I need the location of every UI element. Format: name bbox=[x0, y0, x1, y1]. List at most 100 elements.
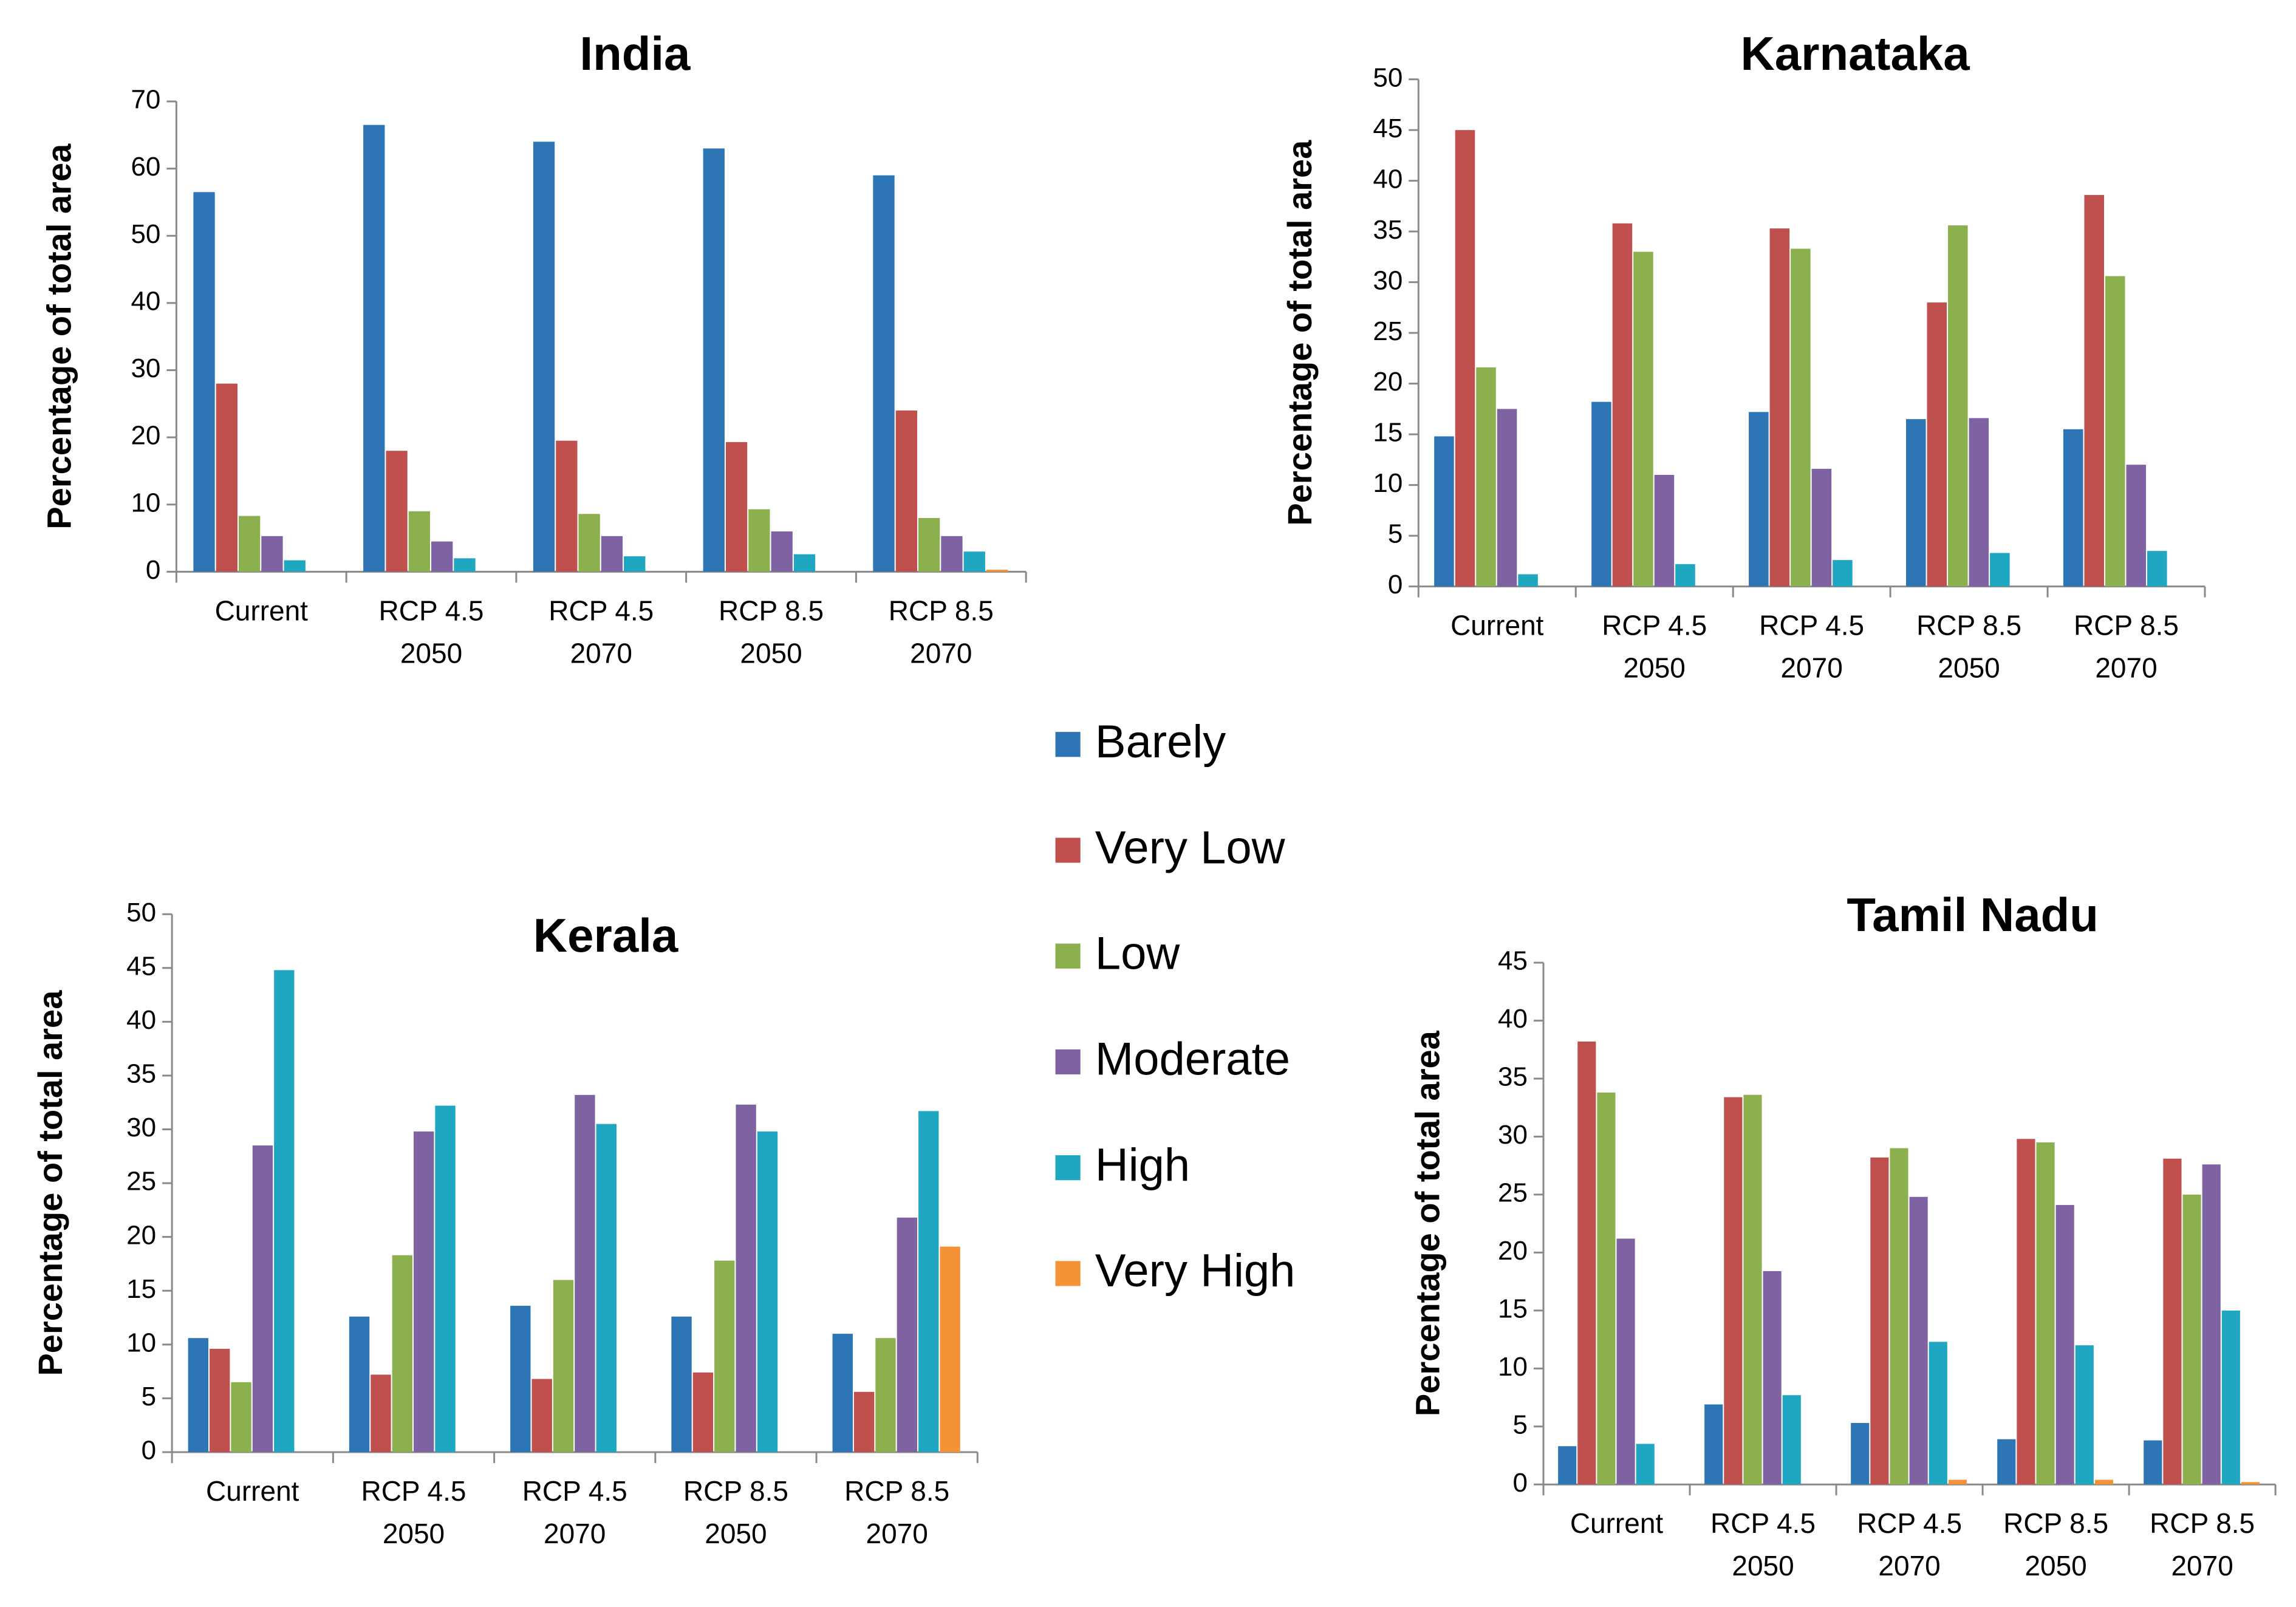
karnataka-bar-low bbox=[2105, 276, 2125, 587]
india-bar-very-low bbox=[725, 442, 748, 572]
tamil-nadu-bar-high bbox=[2075, 1345, 2094, 1485]
kerala-y-tick-label: 10 bbox=[126, 1328, 156, 1357]
india-bar-low bbox=[578, 514, 600, 572]
india-bar-barely bbox=[703, 148, 725, 572]
india-bar-high bbox=[793, 554, 816, 572]
tamil-nadu-bar-moderate bbox=[2202, 1164, 2221, 1485]
tamil-nadu-y-tick-label: 20 bbox=[1498, 1236, 1528, 1266]
karnataka-bar-low bbox=[1633, 251, 1653, 587]
tamil-nadu-bar-barely bbox=[1704, 1404, 1723, 1485]
karnataka-bar-moderate bbox=[1811, 468, 1832, 587]
tamil-nadu-x-tick-label: Current bbox=[1570, 1507, 1664, 1539]
tamil-nadu-bar-low bbox=[1890, 1148, 1908, 1485]
tamil-nadu-y-tick-label: 45 bbox=[1498, 946, 1528, 976]
legend-label: High bbox=[1095, 1139, 1190, 1191]
tamil-nadu-bar-very-high bbox=[1948, 1479, 1967, 1485]
kerala-bar-barely bbox=[349, 1316, 370, 1452]
kerala-y-axis-label: Percentage of total area bbox=[31, 990, 69, 1376]
tamil-nadu-y-tick-label: 40 bbox=[1498, 1004, 1528, 1034]
india-y-tick-label: 50 bbox=[131, 219, 160, 249]
kerala-bar-very-low bbox=[371, 1374, 391, 1452]
kerala-y-tick-label: 0 bbox=[142, 1436, 156, 1465]
tamil-nadu-y-tick-label: 5 bbox=[1513, 1410, 1528, 1439]
legend-label: Low bbox=[1095, 927, 1181, 979]
tamil-nadu-y-tick-label: 35 bbox=[1498, 1062, 1528, 1092]
india-y-tick-label: 10 bbox=[131, 488, 160, 517]
kerala-bar-barely bbox=[832, 1334, 853, 1452]
tamil-nadu-x-tick-label: 2070 bbox=[2171, 1550, 2233, 1581]
karnataka-bar-moderate bbox=[2126, 465, 2147, 587]
tamil-nadu-bar-high bbox=[1782, 1395, 1801, 1485]
karnataka-bar-barely bbox=[2063, 429, 2083, 587]
legend-item-moderate: Moderate bbox=[1055, 1034, 1290, 1085]
kerala-y-tick-label: 5 bbox=[142, 1382, 156, 1411]
kerala-bar-moderate bbox=[413, 1131, 434, 1452]
karnataka-bar-high bbox=[1518, 574, 1538, 587]
karnataka-bar-low bbox=[1476, 367, 1496, 587]
kerala-bar-high bbox=[596, 1124, 617, 1452]
kerala-bar-low bbox=[553, 1280, 574, 1452]
karnataka-y-tick-label: 50 bbox=[1373, 63, 1403, 92]
karnataka-y-tick-label: 25 bbox=[1373, 316, 1403, 346]
karnataka-x-tick-label: 2050 bbox=[1624, 652, 1686, 684]
karnataka-x-tick-label: RCP 8.5 bbox=[2074, 610, 2179, 641]
kerala-bar-low bbox=[231, 1382, 251, 1452]
kerala-title: Kerala bbox=[533, 909, 678, 962]
kerala-bar-low bbox=[875, 1338, 896, 1452]
india-x-tick-label: 2070 bbox=[570, 637, 632, 669]
karnataka-chart: Karnataka Percentage of total area 0 5 10 15 2… bbox=[1280, 27, 2206, 684]
kerala-bar-moderate bbox=[575, 1094, 595, 1452]
karnataka-bar-high bbox=[2147, 551, 2167, 587]
tamil-nadu-bar-low bbox=[2036, 1142, 2055, 1485]
kerala-x-tick-label: 2070 bbox=[866, 1518, 928, 1549]
karnataka-y-tick-label: 15 bbox=[1373, 418, 1403, 448]
karnataka-x-tick-label: Current bbox=[1450, 610, 1544, 641]
india-chart: India Percentage of total area 0 10 20 30 40 50… bbox=[39, 27, 1027, 669]
tamil-nadu-bar-moderate bbox=[1763, 1271, 1782, 1485]
tamil-nadu-bar-very-low bbox=[2163, 1158, 2182, 1485]
legend-swatch bbox=[1055, 1261, 1081, 1286]
kerala-bar-barely bbox=[671, 1316, 692, 1452]
karnataka-bar-high bbox=[1833, 560, 1853, 587]
karnataka-bar-moderate bbox=[1969, 418, 1989, 587]
india-title: India bbox=[579, 27, 691, 80]
kerala-bar-very-low bbox=[210, 1348, 230, 1452]
karnataka-x-tick-label: 2070 bbox=[1780, 652, 1842, 684]
kerala-bar-low bbox=[392, 1255, 412, 1452]
kerala-bar-high bbox=[918, 1111, 939, 1452]
tamil-nadu-x-tick-label: 2070 bbox=[1878, 1550, 1940, 1581]
india-bar-low bbox=[408, 511, 431, 572]
tamil-nadu-bar-moderate bbox=[1616, 1238, 1635, 1485]
india-bar-very-low bbox=[216, 383, 237, 572]
india-y-tick-label: 60 bbox=[131, 152, 160, 182]
tamil-nadu-y-tick-label: 30 bbox=[1498, 1120, 1528, 1150]
karnataka-y-tick-label: 10 bbox=[1373, 468, 1403, 498]
india-bar-low bbox=[748, 509, 770, 572]
karnataka-y-tick-label: 45 bbox=[1373, 114, 1403, 143]
tamil-nadu-y-tick-label: 0 bbox=[1513, 1468, 1528, 1498]
karnataka-bar-barely bbox=[1749, 412, 1769, 587]
kerala-y-tick-label: 45 bbox=[126, 951, 156, 981]
india-bar-barely bbox=[193, 192, 215, 572]
india-bar-barely bbox=[873, 175, 895, 572]
india-bar-very-low bbox=[386, 451, 408, 572]
tamil-nadu-y-tick-label: 15 bbox=[1498, 1294, 1528, 1323]
kerala-x-tick-label: RCP 8.5 bbox=[683, 1475, 788, 1507]
legend-swatch bbox=[1055, 838, 1081, 863]
india-bar-very-high bbox=[986, 570, 1008, 572]
legend-item-low: Low bbox=[1055, 927, 1181, 979]
india-bar-very-low bbox=[556, 440, 578, 572]
tamil-nadu-x-tick-label: RCP 4.5 bbox=[1710, 1507, 1816, 1539]
india-bar-low bbox=[918, 517, 940, 572]
tamil-nadu-y-tick-label: 25 bbox=[1498, 1178, 1528, 1208]
legend-label: Moderate bbox=[1095, 1034, 1290, 1085]
india-y-axis-label: Percentage of total area bbox=[39, 143, 78, 530]
india-bar-moderate bbox=[601, 536, 623, 572]
kerala-bar-moderate bbox=[897, 1217, 918, 1452]
legend-label: Barely bbox=[1095, 716, 1226, 768]
legend-item-very-high: Very High bbox=[1055, 1245, 1295, 1297]
kerala-bar-very-low bbox=[692, 1372, 714, 1452]
india-bar-low bbox=[238, 516, 261, 572]
tamil-nadu-bar-low bbox=[2182, 1194, 2201, 1485]
india-bar-moderate bbox=[431, 541, 453, 572]
